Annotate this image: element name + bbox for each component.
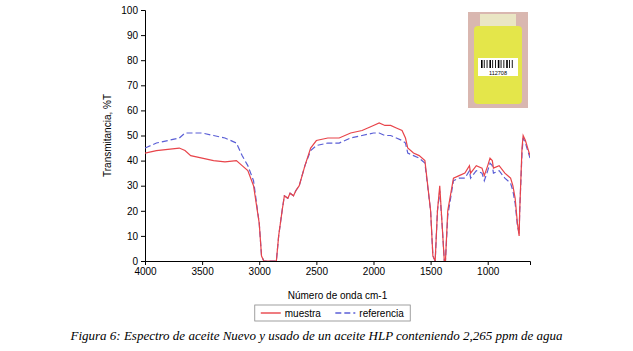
y-tick-label: 80 [127, 55, 139, 66]
y-tick-mark [141, 161, 145, 162]
x-axis-line [146, 262, 531, 266]
legend-item: muestra [261, 308, 322, 319]
x-tick-label: 1000 [477, 266, 500, 277]
barcode-bar [506, 60, 508, 68]
legend-swatch [335, 312, 355, 313]
legend-item: referencia [335, 308, 404, 319]
y-tick-mark [141, 236, 145, 237]
y-tick: 20 [127, 206, 145, 217]
bottle-neck [480, 14, 516, 26]
y-tick-label: 90 [127, 30, 139, 41]
x-tick-label: 4000 [134, 266, 157, 277]
barcode-bar [503, 60, 505, 68]
inset-background [468, 12, 528, 108]
x-tick-mark [488, 261, 489, 265]
chart: 4000 3500 3000 2500 2000 1500 1000 0 10 20 30 40 50 6… [0, 0, 633, 351]
x-tick-mark [316, 261, 317, 265]
inset-label: 112708 [489, 70, 507, 76]
barcode-bar [492, 60, 494, 68]
y-tick: 10 [127, 231, 145, 242]
y-tick: 30 [127, 180, 145, 191]
x-tick-label: 3000 [249, 266, 272, 277]
y-axis-line [141, 11, 146, 262]
bottle-label [478, 58, 518, 76]
x-tick-mark [202, 261, 203, 265]
barcode-bar [481, 60, 483, 68]
y-axis: 0 10 20 30 40 50 60 70 80 90 100 [121, 5, 145, 267]
y-tick-label: 70 [127, 80, 139, 91]
barcode-bar [500, 60, 502, 68]
x-tick: 2000 [363, 261, 386, 277]
y-tick: 60 [127, 105, 145, 116]
x-tick-mark [259, 261, 260, 265]
y-tick-mark [141, 35, 145, 36]
y-tick-label: 30 [127, 180, 139, 191]
y-tick: 80 [127, 55, 145, 66]
caption: Figura 6: Espectro de aceite Nuevo y usa… [69, 328, 563, 343]
x-tick: 3500 [191, 261, 214, 277]
x-tick-label: 2000 [363, 266, 386, 277]
x-axis-title: Número de onda cm-1 [288, 290, 388, 301]
y-tick: 100 [121, 5, 145, 16]
legend: muestra referencia [255, 305, 410, 321]
x-tick-label: 3500 [191, 266, 214, 277]
x-tick-label: 1500 [420, 266, 443, 277]
x-tick: 2500 [306, 261, 329, 277]
y-tick-mark [141, 85, 145, 86]
x-tick: 1500 [420, 261, 443, 277]
y-tick-mark [141, 186, 145, 187]
plot-area [145, 123, 530, 261]
y-tick: 90 [127, 30, 145, 41]
x-tick-mark [431, 261, 432, 265]
barcode-bar [498, 60, 500, 68]
legend-box [255, 305, 410, 321]
legend-label: muestra [285, 308, 322, 319]
x-tick: 3000 [249, 261, 272, 277]
x-axis: 4000 3500 3000 2500 2000 1500 1000 [134, 261, 530, 277]
y-tick: 40 [127, 155, 145, 166]
y-tick-label: 100 [121, 5, 138, 16]
y-tick: 50 [127, 130, 145, 141]
y-tick-mark [141, 261, 145, 262]
y-tick: 0 [132, 256, 145, 267]
y-tick-mark [141, 211, 145, 212]
barcode-bar [486, 60, 488, 68]
spectrum-line [145, 133, 530, 261]
barcode-bar [489, 60, 491, 68]
y-tick-label: 40 [127, 155, 139, 166]
y-tick-label: 0 [132, 256, 138, 267]
y-tick-label: 10 [127, 231, 139, 242]
y-tick-mark [141, 10, 145, 11]
legend-swatch [261, 312, 281, 313]
x-tick-mark [373, 261, 374, 265]
y-tick-label: 50 [127, 130, 139, 141]
legend-label: referencia [359, 308, 404, 319]
x-tick: 1000 [477, 261, 500, 277]
y-tick-mark [141, 136, 145, 137]
y-tick-label: 20 [127, 206, 139, 217]
y-tick: 70 [127, 80, 145, 91]
y-axis-title: Transmitancia, %T [102, 94, 113, 177]
inset-photo: 112708 [468, 12, 528, 108]
barcode-bar [483, 60, 485, 68]
y-tick-label: 60 [127, 105, 139, 116]
bottle-body [474, 26, 522, 104]
x-tick-label: 2500 [306, 266, 329, 277]
spectrum-line [145, 123, 530, 261]
y-tick-mark [141, 60, 145, 61]
barcode-bar [495, 60, 497, 68]
barcode-bar [511, 60, 513, 68]
y-tick-mark [141, 110, 145, 111]
barcode-bar [509, 60, 511, 68]
